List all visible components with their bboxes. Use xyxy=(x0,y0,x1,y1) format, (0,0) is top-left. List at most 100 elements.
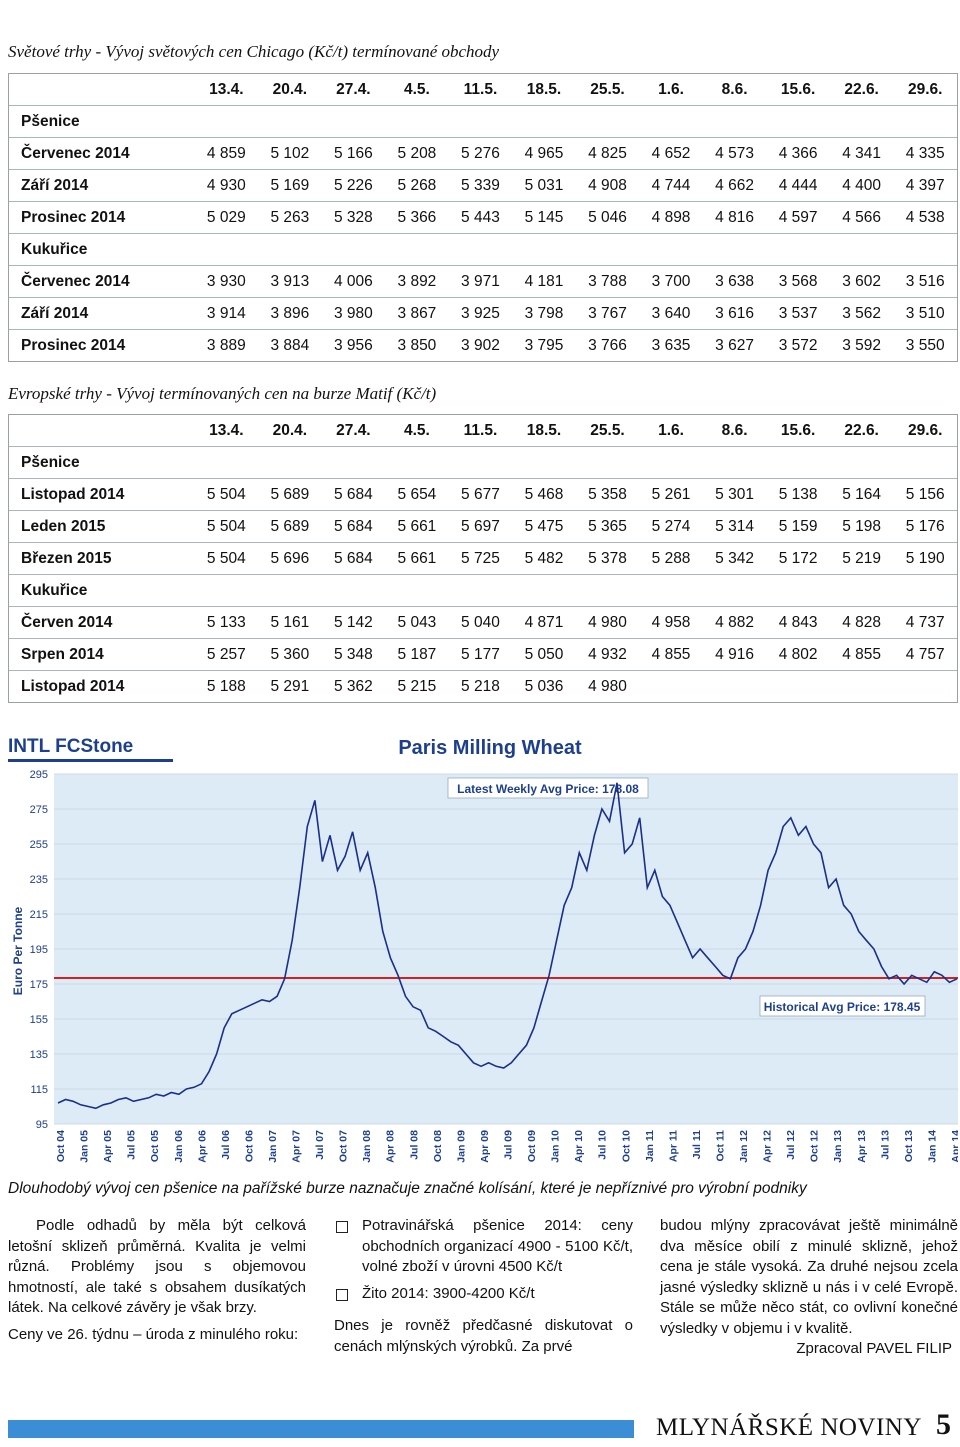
checkbox-bullet-icon xyxy=(336,1288,348,1301)
section2-grid: 13.4. 20.4. 27.4. 4.5. 11.5. 18.5. 25.5. 1.6. 8.… xyxy=(9,415,957,702)
gridlines xyxy=(54,773,959,1125)
price-cell: 3 930 xyxy=(194,266,259,298)
price-cell: 5 219 xyxy=(829,543,894,575)
price-cell: 5 661 xyxy=(385,511,449,543)
date-header: 25.5. xyxy=(575,415,640,447)
x-tick-label: Oct 08 xyxy=(432,1130,444,1162)
contract-label: Červenec 2014 xyxy=(9,266,195,298)
bullet-text-wheat: Potravinářská pšenice 2014: ceny obchodn… xyxy=(362,1217,633,1275)
price-cell: 4 538 xyxy=(893,202,957,234)
date-header: 22.6. xyxy=(829,415,894,447)
x-tick-label: Apr 07 xyxy=(291,1130,303,1163)
price-cell: 3 516 xyxy=(893,266,957,298)
date-header: 27.4. xyxy=(321,415,386,447)
price-cell: 5 684 xyxy=(321,479,386,511)
price-cell: 3 980 xyxy=(321,298,386,330)
date-header: 8.6. xyxy=(702,74,767,106)
price-cell: 5 342 xyxy=(702,543,767,575)
x-tick-label: Jan 12 xyxy=(738,1130,750,1163)
x-tick-label: Jan 10 xyxy=(550,1130,562,1163)
price-cell: 5 046 xyxy=(575,202,640,234)
col3-paragraph: budou mlýny zpracovávat ještě minimálně … xyxy=(660,1217,958,1337)
table-row: Září 2014 3 914 3 896 3 980 3 867 3 925 3 798 3… xyxy=(9,298,957,330)
price-cell: 4 855 xyxy=(639,639,703,671)
price-cell: 5 274 xyxy=(639,511,703,543)
section1-grid: 13.4. 20.4. 27.4. 4.5. 11.5. 18.5. 25.5. 1.6. 8.… xyxy=(9,74,957,361)
price-cell: 5 198 xyxy=(829,511,894,543)
price-cell: 5 468 xyxy=(512,479,576,511)
price-cell: 4 181 xyxy=(512,266,576,298)
header-row: 13.4. 20.4. 27.4. 4.5. 11.5. 18.5. 25.5. 1.6. 8.… xyxy=(9,415,957,447)
price-cell: 5 291 xyxy=(270,677,310,695)
price-cell: 5 268 xyxy=(385,170,449,202)
y-tick-label: 195 xyxy=(30,944,48,956)
y-axis-ticks: 95 115 135 155 175 195 215 235 255 275 295 xyxy=(30,769,48,1131)
y-tick-label: 95 xyxy=(36,1119,48,1131)
price-cell: 3 700 xyxy=(639,266,703,298)
chart-title: Paris Milling Wheat xyxy=(398,737,582,759)
x-tick-label: Jan 06 xyxy=(173,1130,185,1163)
price-cell: 5 684 xyxy=(321,543,386,575)
price-cell: 5 504 xyxy=(194,543,259,575)
price-cell xyxy=(893,671,957,702)
price-cell: 4 930 xyxy=(194,170,259,202)
price-cell xyxy=(703,671,767,702)
price-cell: 5 654 xyxy=(385,479,449,511)
contract-label: Prosinec 2014 xyxy=(21,336,126,354)
x-tick-label: Jan 14 xyxy=(926,1130,938,1163)
price-cell: 5 102 xyxy=(258,138,322,170)
x-tick-label: Jul 07 xyxy=(314,1130,326,1160)
date-header: 1.6. xyxy=(639,415,703,447)
contract-label: Prosinec 2014 xyxy=(9,202,195,234)
y-tick-label: 155 xyxy=(30,1014,48,1026)
x-tick-label: Jan 07 xyxy=(267,1130,279,1163)
price-cell: 5 050 xyxy=(512,639,576,671)
x-tick-label: Jan 05 xyxy=(79,1130,91,1163)
price-cell: 5 697 xyxy=(448,511,513,543)
price-cell: 4 366 xyxy=(766,138,830,170)
y-tick-label: 275 xyxy=(30,804,48,816)
x-tick-label: Oct 06 xyxy=(243,1130,255,1162)
price-cell: 4 898 xyxy=(639,202,703,234)
x-tick-label: Apr 13 xyxy=(856,1130,868,1163)
price-cell: 3 971 xyxy=(448,266,513,298)
price-cell: 5 164 xyxy=(829,479,894,511)
table-row: Červenec 2014 4 859 5 102 5 166 5 208 5 276 4 … xyxy=(9,138,957,170)
price-cell: 4 573 xyxy=(702,138,767,170)
header-corner xyxy=(9,415,195,447)
price-cell: 4 335 xyxy=(893,138,957,170)
date-header: 15.6. xyxy=(766,74,830,106)
price-cell: 5 172 xyxy=(766,543,830,575)
x-axis-ticks: Oct 04 Jan 05 Apr 05 Jul 05 Oct 05 Jan 06 Apr … xyxy=(55,1130,960,1163)
x-tick-label: Apr 09 xyxy=(479,1130,491,1163)
bullet-item-wheat: Potravinářská pšenice 2014: ceny obchodn… xyxy=(334,1216,633,1278)
price-cell: 5 314 xyxy=(702,511,767,543)
table-row: Březen 2015 5 504 5 696 5 684 5 661 5 725 5 48… xyxy=(9,543,957,575)
date-header: 1.6. xyxy=(639,74,703,106)
price-cell: 3 568 xyxy=(766,266,830,298)
section2-title: Evropské trhy - Vývoj termínovaných cen … xyxy=(8,384,437,403)
price-cell: 5 677 xyxy=(448,479,513,511)
x-tick-label: Jul 10 xyxy=(597,1130,609,1160)
date-header: 25.5. xyxy=(575,74,640,106)
table-row: Červenec 2014 3 930 3 913 4 006 3 892 3 971 4 … xyxy=(9,266,957,298)
price-cell: 5 661 xyxy=(385,543,449,575)
date-header: 13.4. xyxy=(194,74,259,106)
header-row: 13.4. 20.4. 27.4. 4.5. 11.5. 18.5. 25.5. 1.6. 8.… xyxy=(9,74,957,106)
price-cell: 3 562 xyxy=(829,298,894,330)
price-cell: 5 348 xyxy=(321,639,386,671)
price-cell: 5 725 xyxy=(448,543,513,575)
x-tick-label: Apr 12 xyxy=(762,1130,774,1163)
price-cell: 3 550 xyxy=(905,336,945,354)
price-cell: 5 696 xyxy=(258,543,322,575)
price-cell: 5 366 xyxy=(385,202,449,234)
price-cell: 4 916 xyxy=(702,639,767,671)
price-cell: 3 602 xyxy=(829,266,894,298)
date-header: 15.6. xyxy=(766,415,830,447)
y-tick-label: 235 xyxy=(30,874,48,886)
price-cell: 4 444 xyxy=(766,170,830,202)
chicago-prices-table: 13.4. 20.4. 27.4. 4.5. 11.5. 18.5. 25.5. 1.6. 8.… xyxy=(8,73,958,362)
price-cell: 3 896 xyxy=(258,298,322,330)
col2-paragraph: Dnes je rovněž předčasné diskutovat o ce… xyxy=(334,1317,633,1355)
x-tick-label: Apr 10 xyxy=(573,1130,585,1163)
